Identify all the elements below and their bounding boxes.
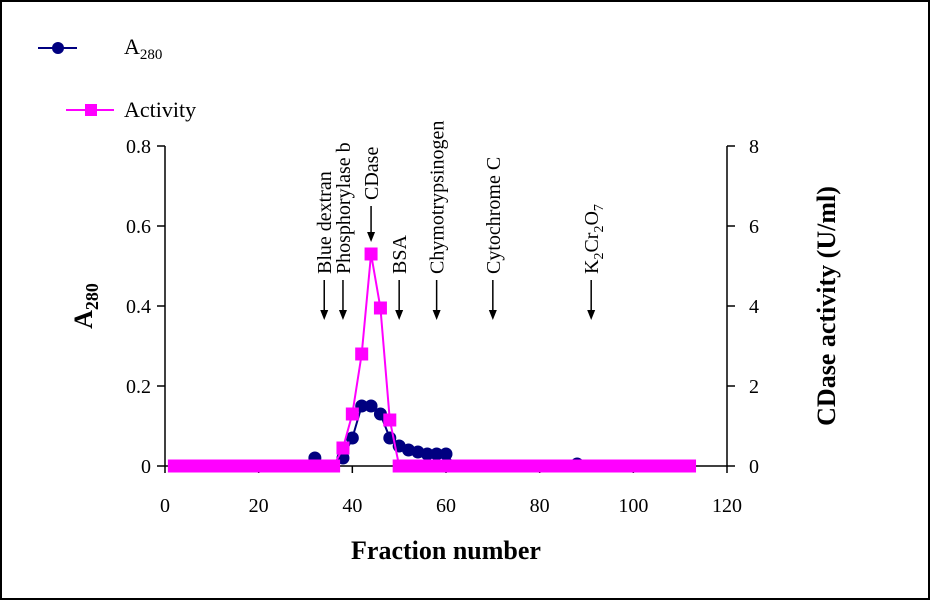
annotation-chymotrypsinogen: Chymotrypsinogen	[427, 121, 449, 320]
legend-marker-activity	[85, 104, 97, 116]
point-a280	[439, 447, 453, 461]
y-left-tick-label: 0.4	[126, 296, 151, 318]
legend-label-a280: A280	[124, 34, 162, 63]
x-axis-title: Fraction number	[351, 536, 541, 565]
series-activity	[167, 247, 697, 473]
x-tick-label: 40	[342, 495, 362, 517]
annotation-arrow-head	[432, 310, 441, 320]
annotation-cdase: CDase	[361, 147, 383, 242]
y-left-tick-label: 0.2	[126, 376, 151, 398]
annotation-arrow-head	[488, 310, 497, 320]
annotation-arrow-head	[367, 232, 376, 242]
annotation-k: K2Cr2O7	[581, 204, 607, 320]
annotation-label: Blue dextran	[314, 171, 336, 274]
annotation-arrow-head	[395, 310, 404, 320]
legend-marker-a280	[52, 42, 64, 54]
point-activity	[355, 347, 369, 361]
annotation-label: Cytochrome C	[483, 157, 505, 274]
point-activity	[327, 459, 341, 473]
y-left-tick-label: 0.8	[126, 136, 151, 158]
point-activity	[383, 413, 397, 427]
y-right-tick-label: 4	[749, 296, 759, 318]
point-activity	[373, 301, 387, 315]
point-a280	[420, 447, 434, 461]
y-right-tick-label: 8	[749, 136, 759, 158]
plot-area	[167, 247, 697, 473]
left-y-axis-title: A280	[69, 283, 102, 329]
annotation-label: BSA	[389, 235, 411, 274]
annotation-label: Chymotrypsinogen	[427, 121, 449, 274]
tick-marks	[157, 145, 735, 473]
legend: A280 Activity	[38, 34, 196, 122]
x-tick-label: 0	[160, 495, 170, 517]
point-activity	[336, 441, 350, 455]
legend-label-activity: Activity	[124, 97, 196, 122]
tick-labels: 0 20 40 60 80 100 120 0 0.2 0.4 0.6 0.8 0 2 4 6 8	[126, 136, 759, 517]
point-a280	[345, 431, 359, 445]
x-tick-label: 20	[249, 495, 269, 517]
y-right-tick-label: 0	[749, 456, 759, 478]
annotation-phosphorylase-b: Phosphorylase b	[333, 142, 355, 320]
legend-entry-a280: A280	[38, 34, 162, 63]
right-y-axis-title: CDase activity (U/ml)	[812, 186, 841, 426]
point-activity	[345, 407, 359, 421]
annotation-label: K2Cr2O7	[581, 204, 607, 274]
point-activity	[683, 459, 697, 473]
annotation-bsa: BSA	[389, 235, 411, 320]
x-tick-label: 60	[436, 495, 456, 517]
series-line-activity	[174, 253, 690, 467]
y-left-tick-label: 0	[141, 456, 151, 478]
point-activity	[364, 247, 378, 261]
annotation-arrow-head	[338, 310, 347, 320]
annotation-label: CDase	[361, 147, 383, 200]
point-a280	[430, 447, 444, 461]
x-tick-label: 100	[618, 495, 648, 517]
y-right-tick-label: 2	[749, 376, 759, 398]
legend-entry-activity: Activity	[66, 97, 196, 122]
annotation-arrow-head	[320, 310, 329, 320]
y-right-tick-label: 6	[749, 216, 759, 238]
x-tick-label: 120	[712, 495, 742, 517]
annotation-label: Phosphorylase b	[333, 142, 355, 274]
point-a280	[364, 399, 378, 413]
annotation-arrow-head	[587, 310, 596, 320]
x-tick-label: 80	[530, 495, 550, 517]
annotation-cytochrome-c: Cytochrome C	[483, 157, 505, 320]
annotation-blue-dextran: Blue dextran	[314, 171, 336, 320]
y-left-tick-label: 0.6	[126, 216, 151, 238]
